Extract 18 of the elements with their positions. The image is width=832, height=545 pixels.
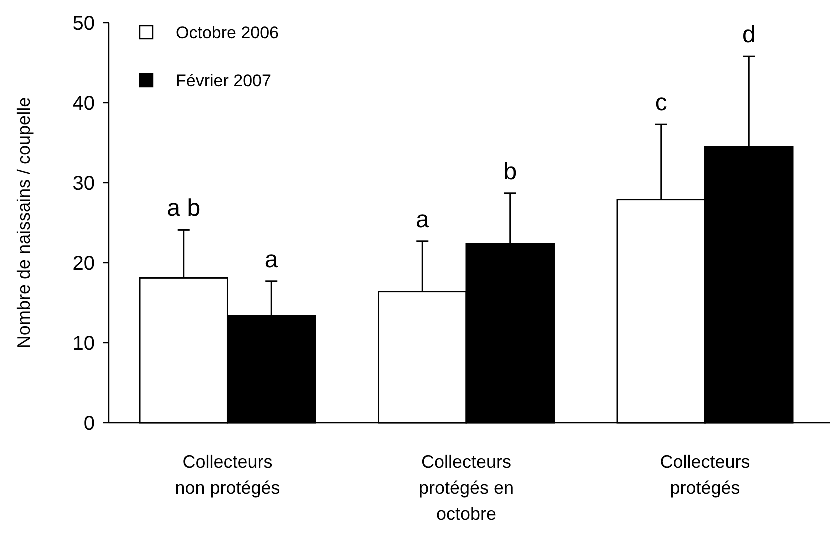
x-tick-label: Collecteurs non protégés xyxy=(175,452,280,498)
y-tick-label: 10 xyxy=(72,333,95,355)
y-axis-title: Nombre de naissains / coupelle xyxy=(14,97,34,349)
y-tick-label: 30 xyxy=(72,173,95,195)
annotation: c xyxy=(655,90,668,117)
y-tick-label: 50 xyxy=(72,13,95,35)
x-tick-label: Collecteurs protégés xyxy=(660,452,750,498)
y-tick-label: 20 xyxy=(72,253,95,275)
legend-label: Octobre 2006 xyxy=(176,24,280,43)
y-tick-label: 0 xyxy=(84,413,95,435)
y-tick-label: 40 xyxy=(72,93,95,115)
annotation: a b xyxy=(167,195,201,222)
annotation: d xyxy=(742,22,756,49)
annotation: a xyxy=(416,206,430,234)
annotation: b xyxy=(504,158,518,186)
annotation: a xyxy=(264,246,279,274)
legend-label: Février 2007 xyxy=(176,72,272,91)
x-tick-label: Collecteurs protégés en octobre xyxy=(418,452,514,524)
